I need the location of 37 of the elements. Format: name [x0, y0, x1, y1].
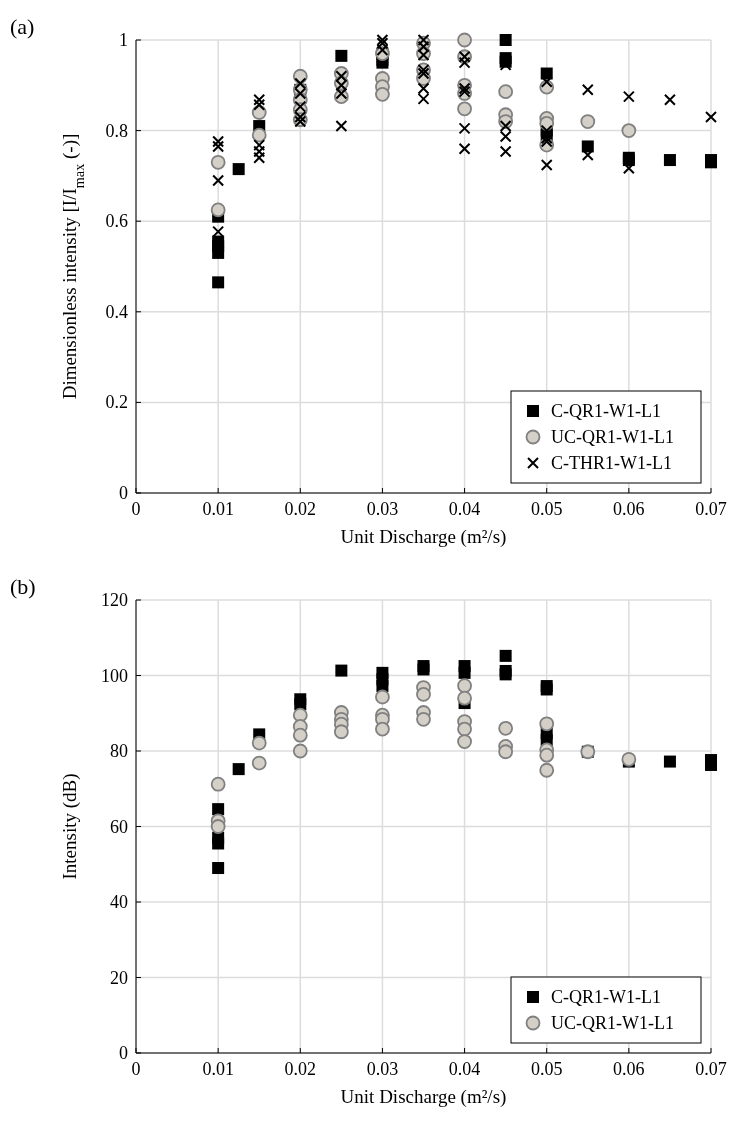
x-tick-label: 0.07 [695, 1059, 727, 1079]
y-tick-label: 0.2 [105, 392, 128, 413]
x-tick-label: 0.04 [448, 1059, 481, 1079]
y-axis-title: Intensity (dB) [59, 773, 81, 880]
x-tick-label: 0.07 [695, 499, 727, 519]
legend-label: UC-QR1-W1-L1 [551, 1013, 674, 1033]
x-tick-label: 0.03 [366, 499, 399, 519]
y-tick-label: 20 [110, 967, 128, 988]
x-tick-label: 0.01 [202, 1059, 234, 1079]
y-tick-label: 0 [119, 483, 128, 503]
x-tick-label: 0.02 [284, 499, 317, 519]
legend-label: C-QR1-W1-L1 [551, 987, 661, 1007]
text: (b) [10, 574, 36, 599]
x-axis-title: Unit Discharge (m²/s) [340, 1086, 507, 1108]
x-tick-label: 0.02 [284, 1059, 317, 1079]
x-tick-label: 0.05 [530, 1059, 563, 1079]
legend-label: C-QR1-W1-L1 [551, 401, 661, 421]
x-tick-label: 0.04 [448, 499, 481, 519]
legend-label: C-THR1-W1-L1 [551, 453, 672, 473]
y-tick-label: 60 [110, 816, 128, 837]
x-tick-label: 0.06 [613, 1059, 645, 1079]
y-tick-label: 0.6 [105, 211, 128, 232]
y-tick-label: 0 [119, 1043, 128, 1063]
y-tick-label: 120 [101, 590, 128, 610]
y-tick-label: 100 [101, 665, 128, 686]
y-tick-label: 0.8 [105, 120, 128, 141]
legend-label: UC-QR1-W1-L1 [551, 427, 674, 447]
y-tick-label: 0.4 [105, 301, 128, 322]
y-tick-label: 40 [110, 892, 128, 912]
x-tick-label: 0.03 [366, 1059, 399, 1079]
y-tick-label: 80 [110, 741, 128, 761]
x-tick-label: 0.05 [530, 499, 563, 519]
y-tick-label: 1 [119, 30, 128, 50]
text: (a) [10, 14, 35, 39]
x-tick-label: 0.01 [202, 499, 234, 519]
x-axis-title: Unit Discharge (m²/s) [340, 526, 507, 548]
x-tick-label: 0.06 [613, 499, 645, 519]
